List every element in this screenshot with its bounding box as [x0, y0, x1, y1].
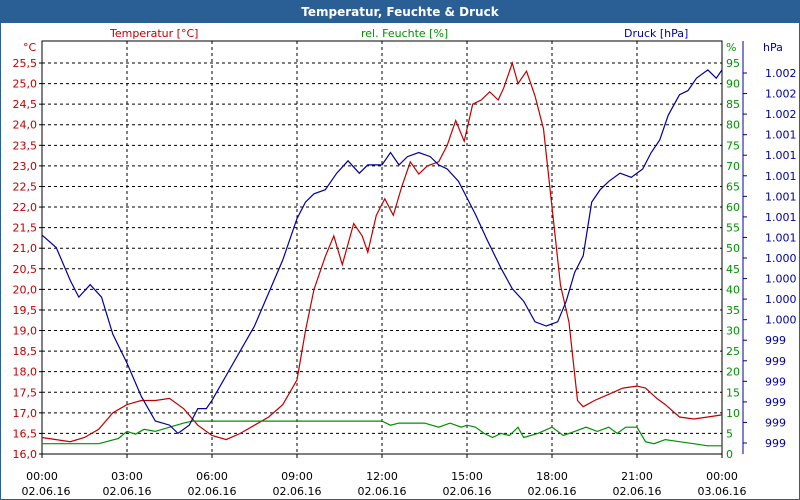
pressure-tick-label: 999	[765, 416, 786, 429]
humidity-tick-label: 5	[726, 427, 733, 440]
humidity-tick-label: 90	[726, 78, 740, 91]
time-tick-label: 00:00	[26, 470, 58, 483]
pressure-tick-label: 1.000	[765, 293, 797, 306]
date-tick-label: 02.06.16	[22, 485, 71, 498]
date-tick-label: 02.06.16	[443, 485, 492, 498]
humidity-tick-label: 15	[726, 386, 740, 399]
humidity-tick-label: 45	[726, 263, 740, 276]
pressure-tick-label: 1.002	[765, 67, 797, 80]
date-tick-label: 02.06.16	[358, 485, 407, 498]
humidity-tick-label: 75	[726, 139, 740, 152]
pressure-tick-label: 1.001	[765, 190, 797, 203]
pressure-series-line	[41, 69, 723, 435]
date-tick-label: 02.06.16	[188, 485, 237, 498]
date-tick-label: 02.06.16	[103, 485, 152, 498]
chart-svg: 16,0 16,5 17,0 17,5 18,0 18,5 19,0 19,5 20,0 20,5…	[13, 27, 797, 498]
temperature-tick-label: 16,5	[13, 427, 38, 440]
time-tick-label: 03:00	[111, 470, 143, 483]
temperature-tick-label: 18,0	[13, 366, 38, 379]
temperature-tick-label: 21,5	[13, 222, 38, 235]
temperature-tick-label: 23,0	[13, 160, 38, 173]
temperature-tick-label: 21,0	[13, 242, 38, 255]
humidity-axis-ticks: 0 5 10 15 20 25 30 35 40 45 50 55 60 65 70 75 80 85 90 95	[726, 57, 740, 461]
pressure-tick-label: 1.001	[765, 170, 797, 183]
humidity-tick-label: 50	[726, 242, 740, 255]
pressure-tick-label: 1.001	[765, 129, 797, 142]
humidity-tick-label: 40	[726, 283, 740, 296]
pressure-tick-label: 1.000	[765, 273, 797, 286]
pressure-tick-label: 1.001	[765, 149, 797, 162]
temperature-tick-label: 17,5	[13, 386, 38, 399]
temperature-tick-label: 18,5	[13, 345, 38, 358]
temperature-tick-label: 22,0	[13, 201, 38, 214]
time-tick-label: 09:00	[281, 470, 313, 483]
pressure-tick-label: 1.001	[765, 231, 797, 244]
date-tick-label: 02.06.16	[528, 485, 577, 498]
date-tick-label: 02.06.16	[613, 485, 662, 498]
temperature-tick-label: 19,5	[13, 304, 38, 317]
temperature-tick-label: 19,0	[13, 325, 38, 338]
temperature-tick-label: 24,0	[13, 119, 38, 132]
temperature-tick-label: 17,0	[13, 407, 38, 420]
humidity-series-line	[42, 420, 722, 447]
humidity-tick-label: 65	[726, 180, 740, 193]
date-tick-label: 02.06.16	[273, 485, 322, 498]
humidity-tick-label: 70	[726, 160, 740, 173]
time-axis-ticks: 00:00 02.06.16 03:00 02.06.16 06:00 02.06.16 0…	[22, 454, 747, 498]
chart-title: Temperatur, Feuchte & Druck	[1, 1, 799, 23]
temperature-tick-label: 25,0	[13, 78, 38, 91]
temperature-tick-label: 24,5	[13, 98, 38, 111]
pressure-tick-label: 999	[765, 375, 786, 388]
humidity-unit-label: %	[726, 41, 736, 54]
time-tick-label: 06:00	[196, 470, 228, 483]
pressure-axis-ticks: 999 999 999 999 999 999 1.000 1.000 1.000 1.000 1.…	[743, 67, 797, 450]
humidity-tick-label: 60	[726, 201, 740, 214]
pressure-unit-label: hPa	[763, 41, 783, 54]
gridlines	[42, 41, 722, 455]
humidity-tick-label: 10	[726, 407, 740, 420]
pressure-tick-label: 999	[765, 355, 786, 368]
temperature-axis-title: Temperatur [°C]	[109, 27, 198, 40]
temperature-unit-label: °C	[23, 41, 37, 54]
pressure-tick-label: 1.002	[765, 108, 797, 121]
pressure-tick-label: 1.001	[765, 211, 797, 224]
temperature-tick-label: 22,5	[13, 180, 38, 193]
humidity-tick-label: 85	[726, 98, 740, 111]
temperature-tick-label: 23,5	[13, 139, 38, 152]
humidity-tick-label: 80	[726, 119, 740, 132]
time-tick-label: 00:00	[706, 470, 738, 483]
time-tick-label: 15:00	[451, 470, 483, 483]
pressure-axis-title: Druck [hPa]	[624, 27, 688, 40]
series-lines	[41, 60, 723, 447]
humidity-tick-label: 20	[726, 366, 740, 379]
pressure-tick-label: 999	[765, 437, 786, 450]
temperature-tick-label: 16,0	[13, 448, 38, 461]
temperature-axis-ticks: 16,0 16,5 17,0 17,5 18,0 18,5 19,0 19,5 20,0 20,5…	[13, 57, 42, 461]
temperature-series-line	[41, 60, 723, 443]
temperature-tick-label: 20,5	[13, 263, 38, 276]
humidity-tick-label: 55	[726, 222, 740, 235]
pressure-tick-label: 1.002	[765, 88, 797, 101]
time-tick-label: 18:00	[536, 470, 568, 483]
time-tick-label: 21:00	[621, 470, 653, 483]
pressure-tick-label: 1.000	[765, 314, 797, 327]
pressure-tick-label: 999	[765, 396, 786, 409]
humidity-tick-label: 25	[726, 345, 740, 358]
humidity-tick-label: 95	[726, 57, 740, 70]
humidity-axis-title: rel. Feuchte [%]	[361, 27, 448, 40]
humidity-tick-label: 30	[726, 325, 740, 338]
time-tick-label: 12:00	[366, 470, 398, 483]
humidity-tick-label: 0	[726, 448, 733, 461]
temperature-tick-label: 25,5	[13, 57, 38, 70]
date-tick-label: 03.06.16	[698, 485, 747, 498]
humidity-tick-label: 35	[726, 304, 740, 317]
pressure-tick-label: 999	[765, 334, 786, 347]
pressure-tick-label: 1.000	[765, 252, 797, 265]
temperature-tick-label: 20,0	[13, 283, 38, 296]
